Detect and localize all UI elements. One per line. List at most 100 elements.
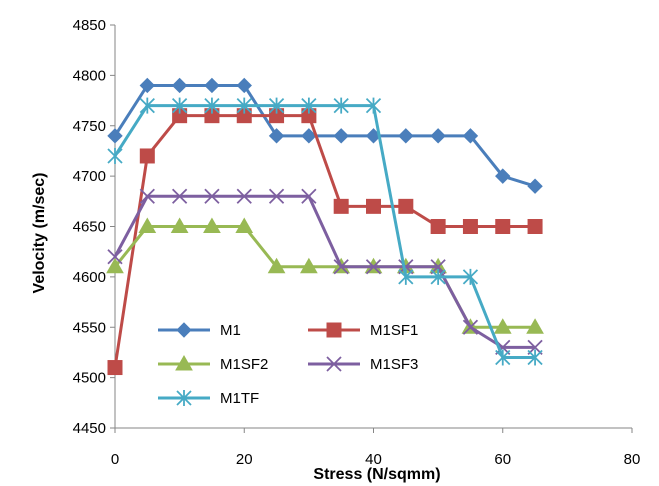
marker-stroke [326,356,342,372]
legend-label: M1SF3 [370,356,418,373]
data-point-m1sf3 [268,188,285,204]
data-point-m1sf2 [138,217,157,233]
marker-stroke [171,188,188,204]
data-point-m1sf3 [139,188,155,204]
data-point-m1sf3 [107,249,123,265]
legend: M1 M1SF1 M1SF2 M1SF3 M1TF [158,322,418,407]
data-point-m1sf1 [398,198,414,214]
y-axis-title: Velocity (m/sec) [31,173,48,294]
legend-item-m1sf3: M1SF3 [308,356,418,373]
legend-item-m1sf2: M1SF2 [158,354,268,373]
y-tick-label: 4750 [73,118,106,135]
tick-layer: 4450 4500 4550 4600 4650 4700 4750 4800 4850 0 20 4… [73,17,641,468]
legend-label: M1SF2 [220,356,268,373]
data-point-m1sf3 [171,188,188,204]
marker-stroke [139,188,155,204]
marker-stroke [107,249,123,265]
data-point-m1sf2 [235,217,254,233]
marker-stroke [301,188,317,204]
data-point-m1 [333,128,349,144]
legend-swatch-marker [176,390,192,406]
data-point-m1sf2 [170,217,189,233]
marker-stroke [333,259,349,275]
data-point-m1sf3 [462,319,479,335]
y-tick-label: 4650 [73,219,106,236]
data-point-m1tf [333,97,349,114]
x-tick-label: 40 [365,451,382,468]
data-point-m1 [139,77,156,94]
legend-item-m1: M1 [158,322,241,339]
data-point-m1sf2 [300,257,318,274]
data-point-m1sf2 [203,217,221,233]
data-point-m1tf [204,97,220,114]
data-point-m1 [527,178,543,194]
series-line-m1sf3 [113,194,536,349]
legend-swatch-marker [326,322,342,338]
legend-swatch-marker [326,356,342,372]
data-point-m1 [171,77,188,94]
data-point-m1sf1 [462,219,478,234]
data-point-m1tf [268,97,285,114]
y-tick-label: 4700 [73,168,106,185]
x-tick-label: 0 [111,451,119,468]
y-tick-label: 4500 [73,370,106,387]
data-point-m1tf [236,97,252,114]
data-point-m1sf1 [430,219,446,234]
legend-item-m1sf1: M1SF1 [308,322,418,339]
data-point-m1tf [365,97,382,114]
data-point-m1sf1 [527,219,543,234]
x-axis-title: Stress (N/sqmm) [313,466,440,483]
data-point-m1sf3 [204,188,220,204]
data-point-m1tf [107,147,123,164]
data-point-m1 [301,128,317,144]
legend-label: M1TF [220,390,259,407]
y-tick-label: 4600 [73,269,106,286]
data-point-m1tf [462,268,479,285]
data-point-m1tf [430,268,446,285]
legend-item-m1tf: M1TF [158,390,259,407]
marker-stroke [236,188,252,204]
legend-label: M1 [220,322,241,339]
data-point-m1 [204,77,220,94]
series-layer [106,77,544,376]
data-point-m1sf2 [493,318,512,334]
data-point-m1 [495,168,511,184]
x-tick-label: 80 [624,451,641,468]
marker-stroke [365,259,382,275]
marker-stroke [268,188,285,204]
y-tick-label: 4800 [73,67,106,84]
data-point-m1tf [139,97,155,114]
data-point-m1 [268,128,285,144]
data-point-m1sf3 [333,259,349,275]
data-point-m1sf1 [139,148,155,164]
x-tick-label: 60 [494,451,511,468]
y-tick-label: 4550 [73,319,106,336]
data-point-m1tf [527,349,543,366]
data-point-m1sf3 [301,188,317,204]
y-tick-label: 4850 [73,17,106,34]
legend-swatch-marker [176,322,192,338]
data-point-m1sf1 [107,360,123,376]
data-point-m1tf [301,97,317,114]
data-point-m1tf [398,268,414,285]
y-tick-label: 4450 [73,420,106,437]
data-point-m1 [107,128,123,144]
legend-swatch-marker [175,354,193,371]
series-line-m1tf [113,104,536,359]
data-point-m1tf [171,97,188,114]
legend-label: M1SF1 [370,322,418,339]
data-point-m1sf2 [267,257,286,274]
data-point-m1sf2 [106,257,124,274]
data-point-m1 [430,128,446,144]
data-point-m1 [236,77,252,94]
x-tick-label: 20 [236,451,253,468]
data-point-m1 [398,128,414,144]
marker-stroke [462,319,479,335]
marker-stroke [204,188,220,204]
data-point-m1sf1 [495,219,511,234]
data-point-m1sf1 [333,198,349,214]
data-point-m1sf1 [366,198,381,214]
data-point-m1 [462,128,479,144]
data-point-m1sf3 [365,259,382,275]
